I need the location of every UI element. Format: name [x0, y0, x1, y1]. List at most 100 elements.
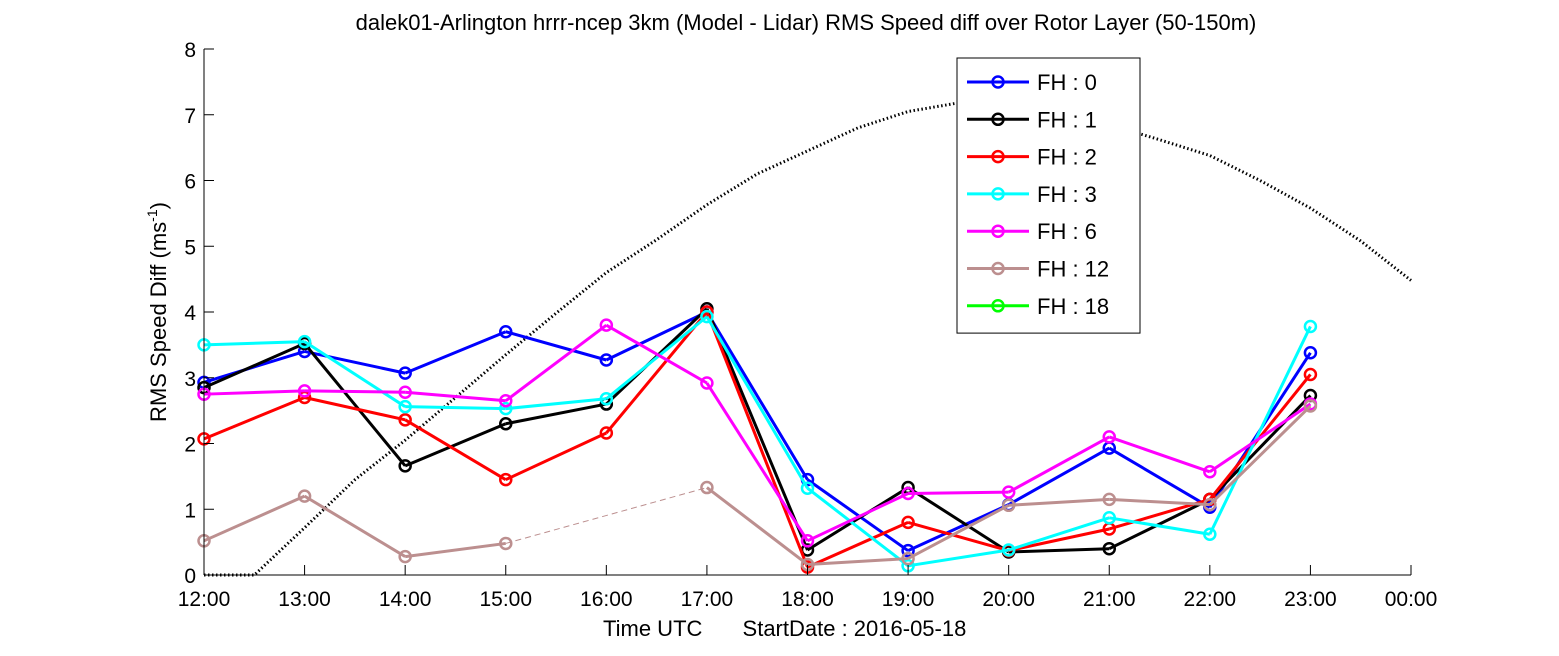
- data-point: [1001, 543, 1016, 557]
- legend-marker-swatch: [991, 149, 1005, 164]
- legend-label: FH : 1: [1037, 107, 1097, 132]
- x-tick-label: 19:00: [882, 588, 935, 611]
- data-point: [1102, 430, 1116, 444]
- series-segment: [806, 521, 909, 569]
- data-point: [398, 366, 412, 380]
- series-segment: [505, 431, 607, 482]
- series-segment: [203, 340, 305, 347]
- x-axis-label: Time UTC StartDate : 2016-05-18: [603, 616, 966, 641]
- data-point: [1102, 492, 1116, 507]
- data-point: [297, 384, 312, 398]
- data-point: [901, 543, 915, 558]
- x-tick-label: 21:00: [1083, 588, 1136, 611]
- reference-curve: [204, 101, 1412, 577]
- series-segment: [1109, 516, 1211, 536]
- legend: FH : 0 FH : 1 FH : 2 FH : 3 FH : 6 FH : 12 FH …: [956, 57, 1141, 334]
- series-fh-12: [197, 399, 1318, 572]
- data-point: [901, 551, 915, 566]
- x-tick-label: 12:00: [178, 588, 231, 611]
- data-point: [1001, 485, 1016, 499]
- data-point: [297, 489, 312, 503]
- series-segment: [706, 486, 809, 566]
- data-point: [398, 385, 412, 399]
- y-tick-label: 5: [184, 236, 196, 259]
- data-point: [800, 481, 815, 495]
- series-segment: [405, 390, 506, 403]
- x-tick-label: 16:00: [580, 588, 633, 611]
- series-segment: [907, 503, 1010, 553]
- y-axis-label-close: ): [146, 202, 171, 209]
- x-tick-label: 18:00: [781, 588, 834, 611]
- legend-label: FH : 3: [1037, 182, 1097, 207]
- series-segment: [304, 396, 406, 422]
- x-axis-label-start-date: StartDate : 2016-05-18: [743, 616, 967, 641]
- legend-item: FH : 1: [967, 107, 1097, 132]
- series-segment: [705, 311, 809, 568]
- legend-label: FH : 0: [1037, 70, 1097, 95]
- data-point: [901, 486, 915, 501]
- y-axis-label-superscript: -1: [144, 209, 160, 222]
- data-point: [1203, 465, 1217, 479]
- legend-label: FH : 2: [1037, 145, 1097, 170]
- x-tick-label: 00:00: [1385, 588, 1438, 611]
- y-tick-label: 8: [184, 39, 196, 62]
- y-tick-label: 4: [184, 302, 196, 325]
- legend-marker-swatch: [991, 112, 1005, 127]
- series-segment: [908, 490, 1009, 495]
- legend-marker-swatch: [991, 187, 1005, 201]
- data-point: [901, 515, 915, 530]
- series-segment: [404, 422, 507, 468]
- reference-curve-layer: [204, 101, 1412, 577]
- legend-item: FH : 2: [967, 145, 1097, 170]
- axis-ticks-layer: 0 1 2 3 4 5 6 7 8 12:00 13:00 14:00 15:00 16:00 17:00 1…: [178, 39, 1438, 611]
- x-tick-label: 20:00: [982, 588, 1035, 611]
- series-segment: [1108, 498, 1211, 551]
- series-segment: [1008, 497, 1110, 507]
- data-point: [800, 534, 815, 548]
- data-point: [499, 324, 513, 339]
- y-tick-label: 2: [184, 434, 196, 457]
- series-segment: [1108, 446, 1211, 509]
- data-point: [398, 549, 412, 564]
- legend-box: [956, 57, 1141, 334]
- data-point: [700, 480, 714, 495]
- series-segment: [303, 342, 407, 467]
- series-segment: [1008, 547, 1110, 554]
- series-segment: [203, 396, 306, 441]
- legend-marker-swatch: [991, 299, 1005, 313]
- legend-item: FH : 12: [967, 257, 1109, 282]
- series-segment: [1109, 497, 1210, 507]
- legend-label: FH : 18: [1037, 294, 1109, 319]
- data-point: [1303, 367, 1318, 382]
- series-segment: [705, 382, 809, 542]
- y-tick-label: 7: [184, 105, 196, 128]
- series-segment: [605, 323, 708, 385]
- data-point: [499, 472, 513, 487]
- series-segment: [1108, 435, 1211, 474]
- series-segment: [806, 487, 909, 567]
- series-segment: [1008, 527, 1110, 553]
- series-segment: [806, 492, 909, 543]
- data-point: [599, 392, 614, 406]
- data-point: [398, 413, 412, 427]
- legend-label: FH : 6: [1037, 219, 1097, 244]
- series-segment: [1208, 394, 1312, 501]
- series-segment: [1007, 446, 1110, 506]
- series-segment: [405, 405, 506, 411]
- series-segment: [705, 311, 809, 481]
- series-segment: [203, 389, 305, 396]
- legend-marker-swatch: [991, 224, 1005, 238]
- legend-item: FH : 18: [967, 294, 1109, 319]
- series-fh-3: [197, 309, 1318, 573]
- data-point: [499, 401, 513, 416]
- data-point: [499, 536, 513, 551]
- series-segment: [605, 310, 708, 362]
- data-point: [499, 394, 513, 408]
- data-point: [297, 334, 312, 349]
- data-point: [1203, 527, 1217, 541]
- legend-label: FH : 12: [1037, 257, 1109, 282]
- series-segment: [907, 503, 1010, 560]
- data-point: [398, 459, 412, 473]
